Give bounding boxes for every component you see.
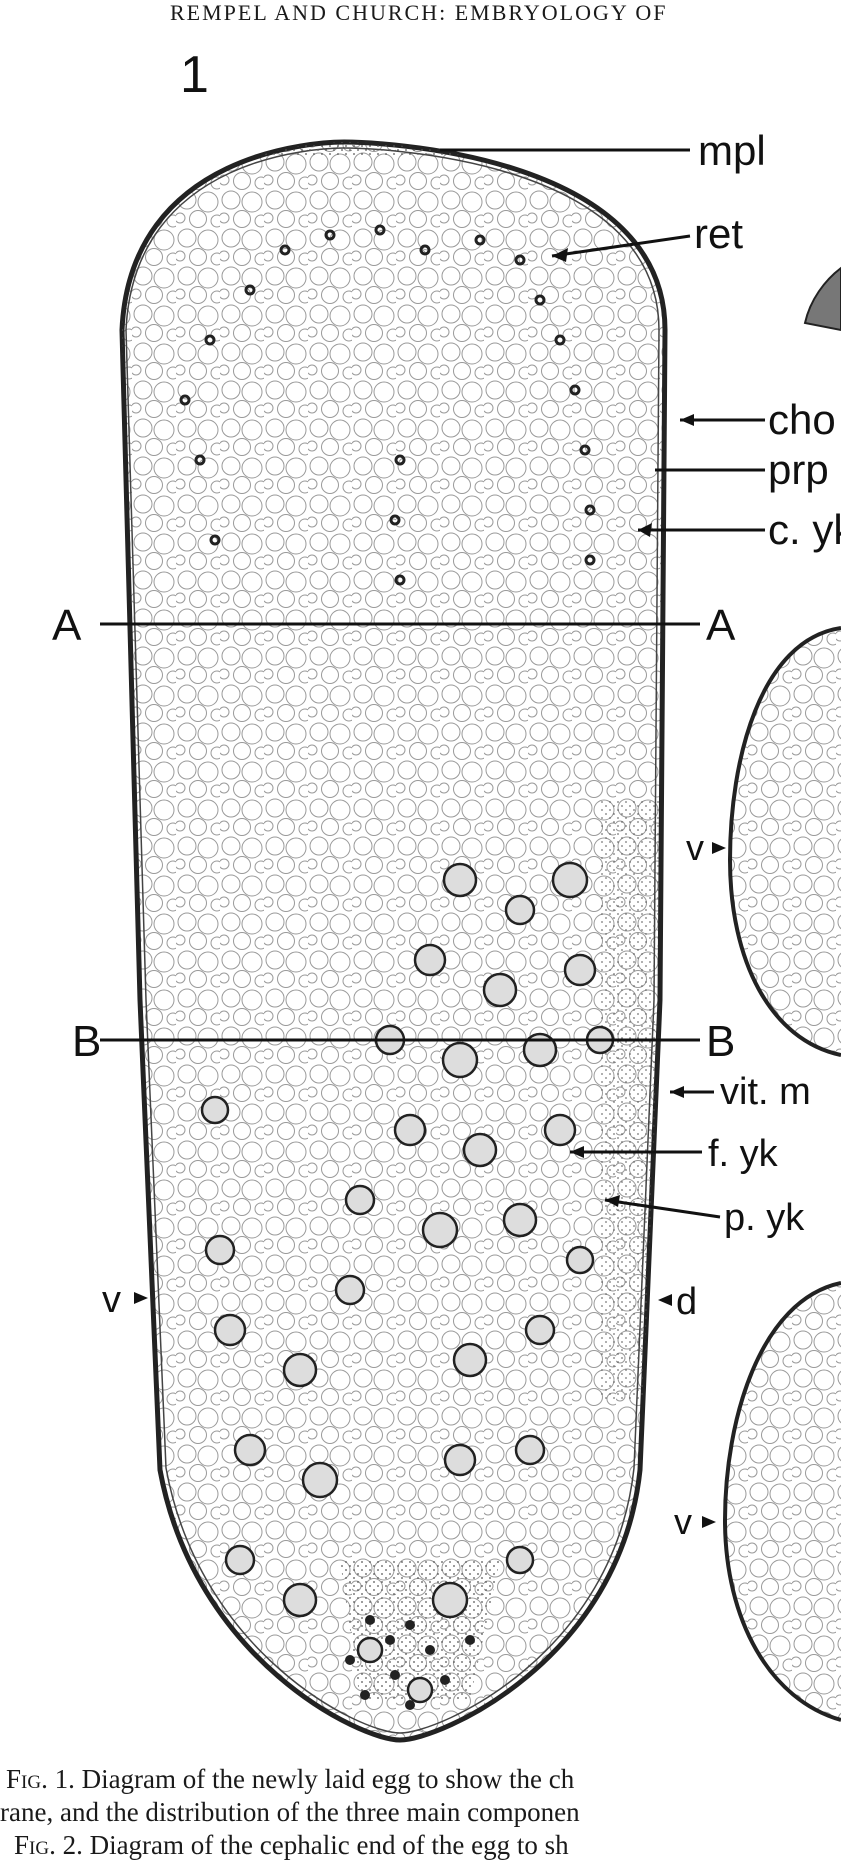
- label-a-left: A: [52, 601, 82, 650]
- caption-line-3: Fig. 2. Diagram of the cephalic end of t…: [0, 1829, 841, 1862]
- fig2-partial-outline: [727, 626, 841, 1057]
- label-v-fig2: v: [686, 827, 704, 868]
- label-b-right: B: [706, 1017, 735, 1066]
- label-prp: prp: [768, 446, 829, 493]
- label-v-left: v: [102, 1279, 121, 1321]
- running-head: REMPEL AND CHURCH: EMBRYOLOGY OF: [170, 0, 668, 25]
- label-mpl: mpl: [698, 127, 766, 174]
- caption-fig2-text: Diagram of the cephalic end of the egg t…: [82, 1830, 569, 1860]
- egg-diagram: [119, 139, 668, 1743]
- caption-fig2-label: Fig. 2.: [14, 1830, 83, 1860]
- yolk-spheres: [200, 861, 615, 1704]
- fig3-partial-outline: [722, 1281, 841, 1722]
- caption-fig1-text: Diagram of the newly laid egg to show th…: [74, 1764, 575, 1794]
- label-vit-m: vit. m: [720, 1071, 811, 1113]
- label-c-yk: c. yk: [768, 506, 841, 553]
- leader-lines: [100, 148, 765, 1219]
- label-f-yk: f. yk: [708, 1133, 779, 1175]
- label-p-yk: p. yk: [724, 1197, 805, 1239]
- label-cho: cho: [768, 396, 836, 443]
- arrow-heads: [134, 248, 726, 1528]
- figure-caption: Fig. 1. Diagram of the newly laid egg to…: [0, 1763, 841, 1862]
- caption-fig1-label: Fig. 1.: [6, 1764, 75, 1794]
- plate-number: 1: [180, 46, 209, 104]
- figure-plate: 1 mpl ret cho prp c. yk A A B B vit. m f…: [52, 46, 841, 1743]
- label-a-right: A: [706, 601, 736, 650]
- polar-plasm-granules: [345, 1615, 475, 1710]
- caption-line-2: rane, and the distribution of the three …: [0, 1797, 580, 1827]
- caption-line-1: Fig. 1. Diagram of the newly laid egg to…: [0, 1763, 841, 1796]
- label-v-fig3: v: [674, 1501, 692, 1542]
- label-b-left: B: [72, 1017, 101, 1066]
- label-d: d: [676, 1281, 697, 1323]
- reticulum-granules: [179, 224, 596, 586]
- fig-top-partial: [803, 266, 841, 332]
- label-ret: ret: [694, 210, 743, 257]
